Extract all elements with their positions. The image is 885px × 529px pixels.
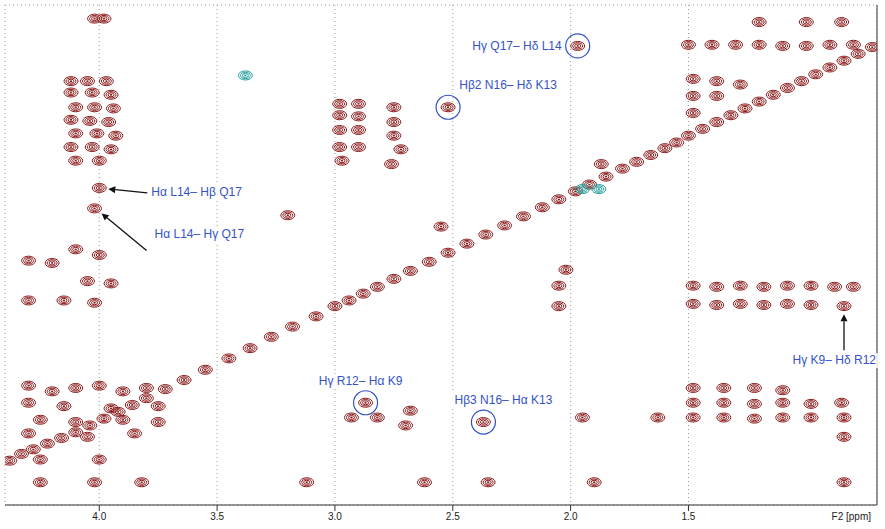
- svg-text:Hα L14– Hγ Q17: Hα L14– Hγ Q17: [155, 227, 245, 241]
- svg-text:Hβ3 N16– Hα K13: Hβ3 N16– Hα K13: [454, 393, 552, 407]
- svg-text:2.0: 2.0: [564, 511, 578, 522]
- svg-text:F2 [ppm]: F2 [ppm]: [832, 511, 872, 522]
- svg-text:Hγ Q17– Hδ L14: Hγ Q17– Hδ L14: [472, 39, 562, 53]
- svg-text:1.5: 1.5: [682, 511, 696, 522]
- svg-text:Hα L14– Hβ Q17: Hα L14– Hβ Q17: [151, 185, 242, 199]
- svg-text:Hγ R12– Hα K9: Hγ R12– Hα K9: [319, 374, 403, 388]
- svg-text:3.0: 3.0: [328, 511, 342, 522]
- svg-text:Hγ K9– Hδ R12: Hγ K9– Hδ R12: [793, 353, 877, 367]
- svg-text:3.5: 3.5: [210, 511, 224, 522]
- svg-text:4.0: 4.0: [92, 511, 106, 522]
- svg-text:Hβ2 N16– Hδ K13: Hβ2 N16– Hδ K13: [459, 78, 557, 92]
- svg-text:2.5: 2.5: [446, 511, 460, 522]
